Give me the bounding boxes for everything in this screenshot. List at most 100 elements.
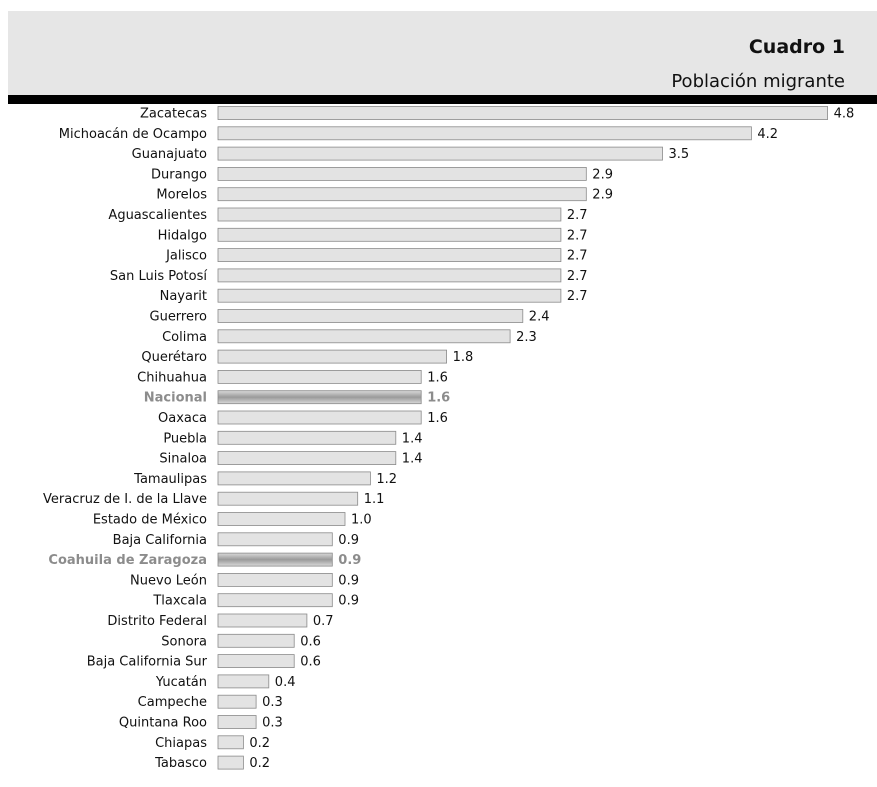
bar xyxy=(217,633,295,648)
bar xyxy=(217,187,587,202)
category-label: Nayarit xyxy=(160,289,207,304)
value-label: 0.6 xyxy=(300,634,321,649)
value-label: 1.0 xyxy=(351,513,372,528)
bar xyxy=(217,126,752,141)
value-label: 4.8 xyxy=(834,107,855,122)
bar xyxy=(217,309,524,323)
bar xyxy=(217,349,448,364)
bar xyxy=(217,512,346,526)
category-label: Zacatecas xyxy=(140,107,207,122)
bar-chart: Zacatecas 4.8 Michoacán de Ocampo 4.2 Guanaj… xyxy=(43,106,855,771)
value-label: 0.3 xyxy=(262,695,283,710)
category-label: Durango xyxy=(151,167,207,182)
value-label: 1.6 xyxy=(427,411,448,426)
category-label: Coahuila de Zaragoza xyxy=(48,553,207,568)
category-label: Chiapas xyxy=(155,736,207,751)
category-label: Tabasco xyxy=(154,756,207,771)
value-label: 0.9 xyxy=(338,573,359,588)
bar xyxy=(217,532,333,547)
bar xyxy=(217,227,562,242)
value-label: 2.7 xyxy=(567,289,588,304)
value-label: 0.2 xyxy=(249,736,270,751)
bar xyxy=(217,410,422,425)
highlighted-bar xyxy=(217,390,422,405)
category-label: San Luis Potosí xyxy=(110,269,208,284)
category-label: Nuevo León xyxy=(130,573,207,588)
bar xyxy=(217,288,562,303)
value-label: 2.9 xyxy=(592,167,613,182)
category-label: Michoacán de Ocampo xyxy=(59,127,207,142)
category-label: Veracruz de I. de la Llave xyxy=(43,492,207,507)
category-label: Distrito Federal xyxy=(107,614,207,629)
bar xyxy=(217,674,270,689)
bar xyxy=(217,369,422,384)
value-label: 0.6 xyxy=(300,655,321,670)
value-label: 2.7 xyxy=(567,269,588,284)
value-label: 0.7 xyxy=(313,614,334,629)
category-label: Chihuahua xyxy=(137,370,207,385)
value-label: 1.4 xyxy=(402,452,423,467)
bar xyxy=(217,491,359,506)
bar xyxy=(217,451,397,466)
category-label: Aguascalientes xyxy=(108,208,207,223)
bar xyxy=(217,430,397,445)
value-label: 2.7 xyxy=(567,208,588,223)
value-label: 0.9 xyxy=(338,533,359,548)
chart-title: Cuadro 1 xyxy=(748,36,845,58)
value-label: 0.4 xyxy=(275,675,296,690)
bar xyxy=(217,268,562,283)
value-label: 1.1 xyxy=(364,492,385,507)
bar xyxy=(217,613,308,628)
header-divider xyxy=(8,95,877,104)
bar xyxy=(217,329,511,344)
value-label: 0.3 xyxy=(262,716,283,731)
category-label: Morelos xyxy=(156,188,207,203)
category-label: Estado de México xyxy=(93,513,207,528)
bar xyxy=(217,471,371,486)
category-label: Baja California xyxy=(113,533,207,548)
category-label: Nacional xyxy=(144,391,207,406)
value-label: 1.2 xyxy=(376,472,397,487)
bar xyxy=(217,654,295,668)
bar xyxy=(217,106,828,120)
value-label: 0.2 xyxy=(249,756,270,771)
highlighted-bar xyxy=(217,552,333,567)
value-label: 1.6 xyxy=(427,370,448,385)
value-label: 2.4 xyxy=(529,310,550,325)
bar xyxy=(217,167,587,181)
value-label: 2.7 xyxy=(567,228,588,243)
value-label: 2.7 xyxy=(567,249,588,264)
category-label: Colima xyxy=(162,330,207,345)
value-label: 4.2 xyxy=(757,127,778,142)
value-label: 1.8 xyxy=(453,350,474,365)
category-label: Sinaloa xyxy=(159,452,207,467)
value-label: 3.5 xyxy=(669,147,690,162)
bar xyxy=(217,715,257,729)
category-label: Quintana Roo xyxy=(119,716,207,731)
bar xyxy=(217,207,562,222)
category-label: Campeche xyxy=(138,695,207,710)
category-label: Sonora xyxy=(161,634,207,649)
category-label: Guerrero xyxy=(150,310,208,325)
category-label: Tlaxcala xyxy=(152,594,207,609)
chart-header: Cuadro 1 Población migrante xyxy=(8,11,877,95)
bar xyxy=(217,735,244,750)
bar xyxy=(217,248,562,263)
chart-subtitle: Población migrante xyxy=(671,71,845,92)
value-label: 1.4 xyxy=(402,431,423,446)
bar xyxy=(217,755,244,770)
value-label: 0.9 xyxy=(338,594,359,609)
bar xyxy=(217,593,333,608)
value-label: 2.3 xyxy=(516,330,537,345)
value-label: 1.6 xyxy=(427,391,450,406)
category-label: Tamaulipas xyxy=(133,472,207,487)
value-label: 0.9 xyxy=(338,553,361,568)
bar xyxy=(217,146,663,161)
category-label: Jalisco xyxy=(165,249,207,264)
category-label: Oaxaca xyxy=(158,411,207,426)
category-label: Yucatán xyxy=(155,675,207,690)
category-label: Baja California Sur xyxy=(87,655,208,670)
bar xyxy=(217,694,257,709)
category-label: Guanajuato xyxy=(132,147,207,162)
category-label: Hidalgo xyxy=(158,228,207,243)
